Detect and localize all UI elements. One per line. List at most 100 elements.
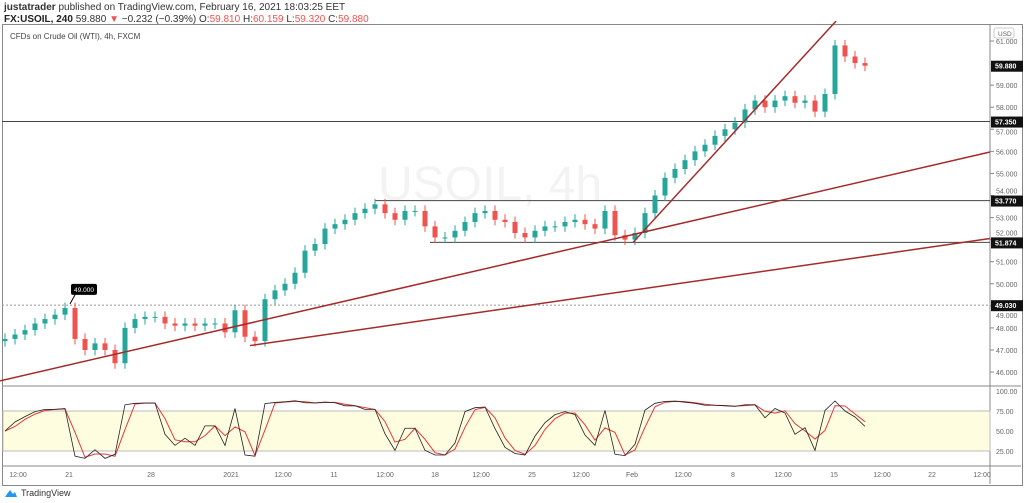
price-label: 59.880	[995, 64, 1017, 71]
candle	[462, 221, 468, 231]
candle	[352, 213, 358, 220]
x-tick-label: 12:00	[572, 472, 590, 479]
candle	[332, 224, 338, 229]
symbol-info: FX:USOIL, 240 59.880 ▼ −0.232 (−0.39%) O…	[4, 14, 369, 25]
candle	[142, 316, 148, 320]
y-tick-label: 57.000	[996, 130, 1018, 137]
candle	[822, 93, 828, 112]
y-tick-label: 48.000	[996, 326, 1018, 333]
candle	[72, 308, 78, 339]
y-tick-label: 58.000	[996, 105, 1018, 112]
trendline	[249, 237, 991, 347]
candle	[362, 208, 368, 214]
candle	[342, 219, 348, 225]
candle	[812, 100, 818, 112]
x-tick-label: 12:00	[274, 472, 292, 479]
candle	[632, 233, 638, 240]
price-label: 49.030	[995, 303, 1017, 310]
candle	[252, 336, 258, 342]
osc-tick-label: 75.00	[996, 409, 1014, 416]
candle	[52, 314, 58, 320]
x-tick-label: 11	[330, 472, 337, 479]
candle	[652, 195, 658, 214]
candle	[562, 221, 568, 227]
price-label: 51.874	[995, 240, 1017, 247]
x-tick-label: 2021	[223, 472, 239, 479]
y-tick-label: 49.000	[996, 313, 1018, 320]
candle	[2, 338, 8, 342]
candle	[772, 100, 778, 108]
candle	[192, 323, 198, 326]
candle	[722, 129, 728, 136]
candle	[582, 219, 588, 225]
candle	[692, 151, 698, 161]
candle	[322, 228, 328, 245]
x-tick-label: 21	[65, 472, 73, 479]
candle	[412, 210, 418, 212]
candle	[522, 233, 528, 238]
price-label-box	[991, 237, 1023, 249]
y-tick-label: 52.000	[996, 230, 1018, 237]
candle	[432, 226, 438, 238]
price-callout-label: 49.000	[74, 287, 94, 294]
x-tick-label: 15	[830, 472, 838, 479]
x-tick-label: 12:00	[472, 472, 490, 479]
candle	[112, 349, 118, 364]
candle	[222, 323, 228, 333]
chart-frame[interactable]	[2, 24, 1023, 486]
candle	[642, 213, 648, 234]
price-callout-pointer	[69, 294, 76, 305]
x-tick-label: 12:00	[873, 472, 891, 479]
price-label: 57.350	[995, 120, 1017, 127]
price-label-box	[991, 116, 1023, 128]
trendline	[0, 151, 991, 382]
candle	[282, 283, 288, 291]
candle	[42, 319, 48, 324]
x-tick-label: 12:00	[376, 472, 394, 479]
candle	[832, 45, 838, 94]
candle	[492, 210, 498, 220]
candle	[572, 219, 578, 222]
candle	[422, 210, 428, 227]
candle	[382, 204, 388, 214]
osc-tick-label: 25.00	[996, 449, 1014, 456]
candle	[302, 250, 308, 273]
candle	[32, 323, 38, 331]
y-tick-label: 61.000	[996, 39, 1018, 46]
currency-badge	[993, 27, 1015, 39]
currency-label: USD	[998, 31, 1012, 38]
candle	[602, 210, 608, 229]
price-label-box	[991, 300, 1023, 312]
chart-title: CFDs on Crude Oil (WTI), 4h, FXCM	[10, 32, 141, 41]
down-arrow-icon: ▼	[109, 14, 119, 25]
oscillator-k-line	[4, 400, 866, 459]
osc-tick-label: 100.00	[996, 389, 1018, 396]
candle	[612, 210, 618, 236]
osc-tick-label: 50.00	[996, 429, 1014, 436]
candle	[802, 100, 808, 103]
candle	[792, 96, 798, 103]
y-tick-label: 50.000	[996, 282, 1018, 289]
candle	[482, 210, 488, 214]
y-tick-label: 55.000	[996, 171, 1018, 178]
candle	[542, 226, 548, 231]
candle	[682, 160, 688, 170]
candle	[672, 169, 678, 178]
x-tick-label: 12:00	[973, 472, 991, 479]
candle	[762, 100, 768, 108]
y-tick-label: 56.000	[996, 149, 1018, 156]
y-tick-label: 53.000	[996, 216, 1018, 223]
candle	[202, 323, 208, 326]
candle	[622, 235, 628, 240]
candle	[392, 213, 398, 220]
watermark: USOIL, 4h	[378, 158, 602, 211]
candle	[862, 63, 868, 66]
x-tick-label: 12:00	[774, 472, 792, 479]
y-tick-label: 47.000	[996, 348, 1018, 355]
x-tick-label: 8	[731, 472, 735, 479]
candle	[662, 177, 668, 196]
price-callout	[71, 283, 97, 295]
y-tick-label: 51.000	[996, 260, 1018, 267]
candle	[742, 109, 748, 123]
